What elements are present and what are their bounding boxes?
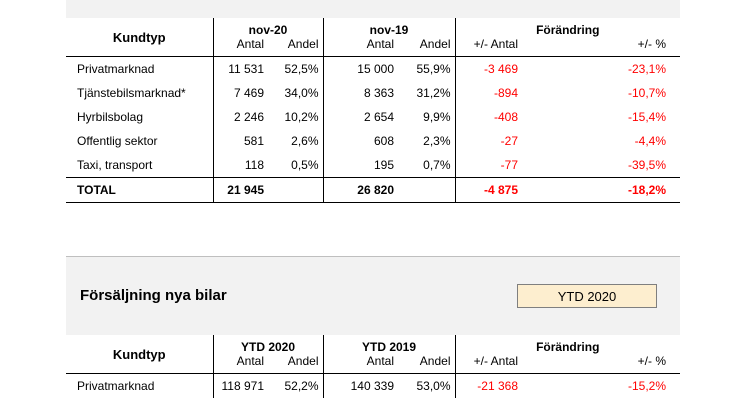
sub-diff: +/- Antal (454, 354, 530, 374)
cell-antal-1: 118 971 (212, 373, 268, 398)
sub-andel-1: Andel (268, 354, 323, 374)
customer-type-table-nov: Kundtyp nov-20 nov-19 Förändring Antal A… (66, 18, 681, 203)
cell-diff: -3 469 (454, 56, 530, 81)
sub-diff: +/- Antal (454, 37, 530, 57)
cell-pct: -15,4% (627, 110, 667, 124)
cell-pct: -4,4% (634, 134, 667, 148)
kundtyp-header: Kundtyp (66, 18, 213, 57)
cell-antal-1: 11 531 (212, 56, 268, 81)
cell-andel-1: 0,5% (291, 158, 319, 172)
change-header: Förändring (454, 335, 681, 354)
total-antal-1: 21 945 (212, 177, 268, 203)
row-label: Hyrbilsbolag (77, 110, 144, 124)
total-diff: -4 875 (454, 177, 530, 203)
table-row: Offentlig sektor 581 2,6% 608 2,3% -27 -… (66, 129, 680, 153)
total-pct: -18,2% (530, 177, 681, 203)
cell-antal-1: 581 (212, 129, 268, 153)
cell-antal-2: 8 363 (322, 81, 398, 105)
total-andel-1 (268, 177, 323, 203)
sub-andel-2: Andel (398, 354, 455, 374)
sub-pct: +/- % (530, 37, 681, 57)
cell-antal-2: 15 000 (322, 56, 398, 81)
sub-antal-1: Antal (212, 37, 268, 57)
sub-andel-2: Andel (398, 37, 455, 57)
table-row: Tjänstebilsmarknad* 7 469 34,0% 8 363 31… (66, 81, 680, 105)
row-label: Taxi, transport (77, 158, 153, 172)
change-header: Förändring (454, 18, 681, 37)
period2-header: nov-19 (322, 18, 455, 37)
total-row: TOTAL 21 945 26 820 -4 875 -18,2% (66, 177, 681, 203)
customer-type-table-ytd: Kundtyp YTD 2020 YTD 2019 Förändring Ant… (66, 335, 681, 398)
sub-antal-2: Antal (322, 354, 398, 374)
table-row: Taxi, transport 118 0,5% 195 0,7% -77 -3… (66, 153, 680, 178)
kundtyp-header: Kundtyp (66, 335, 213, 374)
period1-header: YTD 2020 (212, 335, 323, 354)
table-row: Privatmarknad 118 971 52,2% 140 339 53,0… (66, 373, 680, 398)
cell-diff: -27 (454, 129, 530, 153)
cell-antal-1: 7 469 (212, 81, 268, 105)
section-title: Försäljning nya bilar (80, 287, 227, 304)
cell-antal-2: 195 (322, 153, 398, 178)
total-andel-2 (398, 177, 455, 203)
table-2-panel: Kundtyp YTD 2020 YTD 2019 Förändring Ant… (66, 335, 681, 398)
cell-andel-1: 10,2% (284, 110, 319, 124)
sub-antal-2: Antal (322, 37, 398, 57)
period-selector-value: YTD 2020 (557, 288, 617, 304)
cell-andel-2: 0,7% (423, 158, 451, 172)
cell-andel-1: 52,5% (284, 62, 319, 76)
sub-andel-1: Andel (268, 37, 323, 57)
period2-header: YTD 2019 (322, 335, 455, 354)
cell-andel-1: 2,6% (291, 134, 319, 148)
cell-andel-1: 52,2% (284, 379, 319, 393)
cell-antal-2: 140 339 (322, 373, 398, 398)
cell-andel-1: 34,0% (284, 86, 319, 100)
cell-diff: -408 (454, 105, 530, 129)
cell-andel-2: 55,9% (416, 62, 451, 76)
period-selector[interactable]: YTD 2020 (517, 284, 657, 308)
table-row: Privatmarknad 11 531 52,5% 15 000 55,9% … (66, 56, 680, 81)
sub-pct: +/- % (530, 354, 681, 374)
cell-antal-2: 608 (322, 129, 398, 153)
cell-pct: -23,1% (627, 62, 667, 76)
row-label: Offentlig sektor (77, 134, 158, 148)
total-antal-2: 26 820 (322, 177, 398, 203)
cell-diff: -77 (454, 153, 530, 178)
table-row: Hyrbilsbolag 2 246 10,2% 2 654 9,9% -408… (66, 105, 680, 129)
period1-header: nov-20 (212, 18, 323, 37)
table-1-panel: Kundtyp nov-20 nov-19 Förändring Antal A… (66, 18, 681, 203)
cell-pct: -39,5% (627, 158, 667, 172)
row-label: Tjänstebilsmarknad* (77, 86, 186, 100)
top-gray-band (66, 0, 680, 18)
total-label: TOTAL (66, 177, 213, 203)
cell-andel-2: 31,2% (416, 86, 451, 100)
cell-antal-2: 2 654 (322, 105, 398, 129)
row-label: Privatmarknad (77, 379, 155, 393)
cell-andel-2: 53,0% (416, 379, 451, 393)
cell-diff: -21 368 (454, 373, 530, 398)
cell-pct: -15,2% (627, 379, 667, 393)
sub-antal-1: Antal (212, 354, 268, 374)
cell-antal-1: 2 246 (212, 105, 268, 129)
cell-diff: -894 (454, 81, 530, 105)
cell-andel-2: 2,3% (423, 134, 451, 148)
cell-antal-1: 118 (212, 153, 268, 178)
row-label: Privatmarknad (77, 62, 155, 76)
cell-pct: -10,7% (627, 86, 667, 100)
cell-andel-2: 9,9% (423, 110, 451, 124)
